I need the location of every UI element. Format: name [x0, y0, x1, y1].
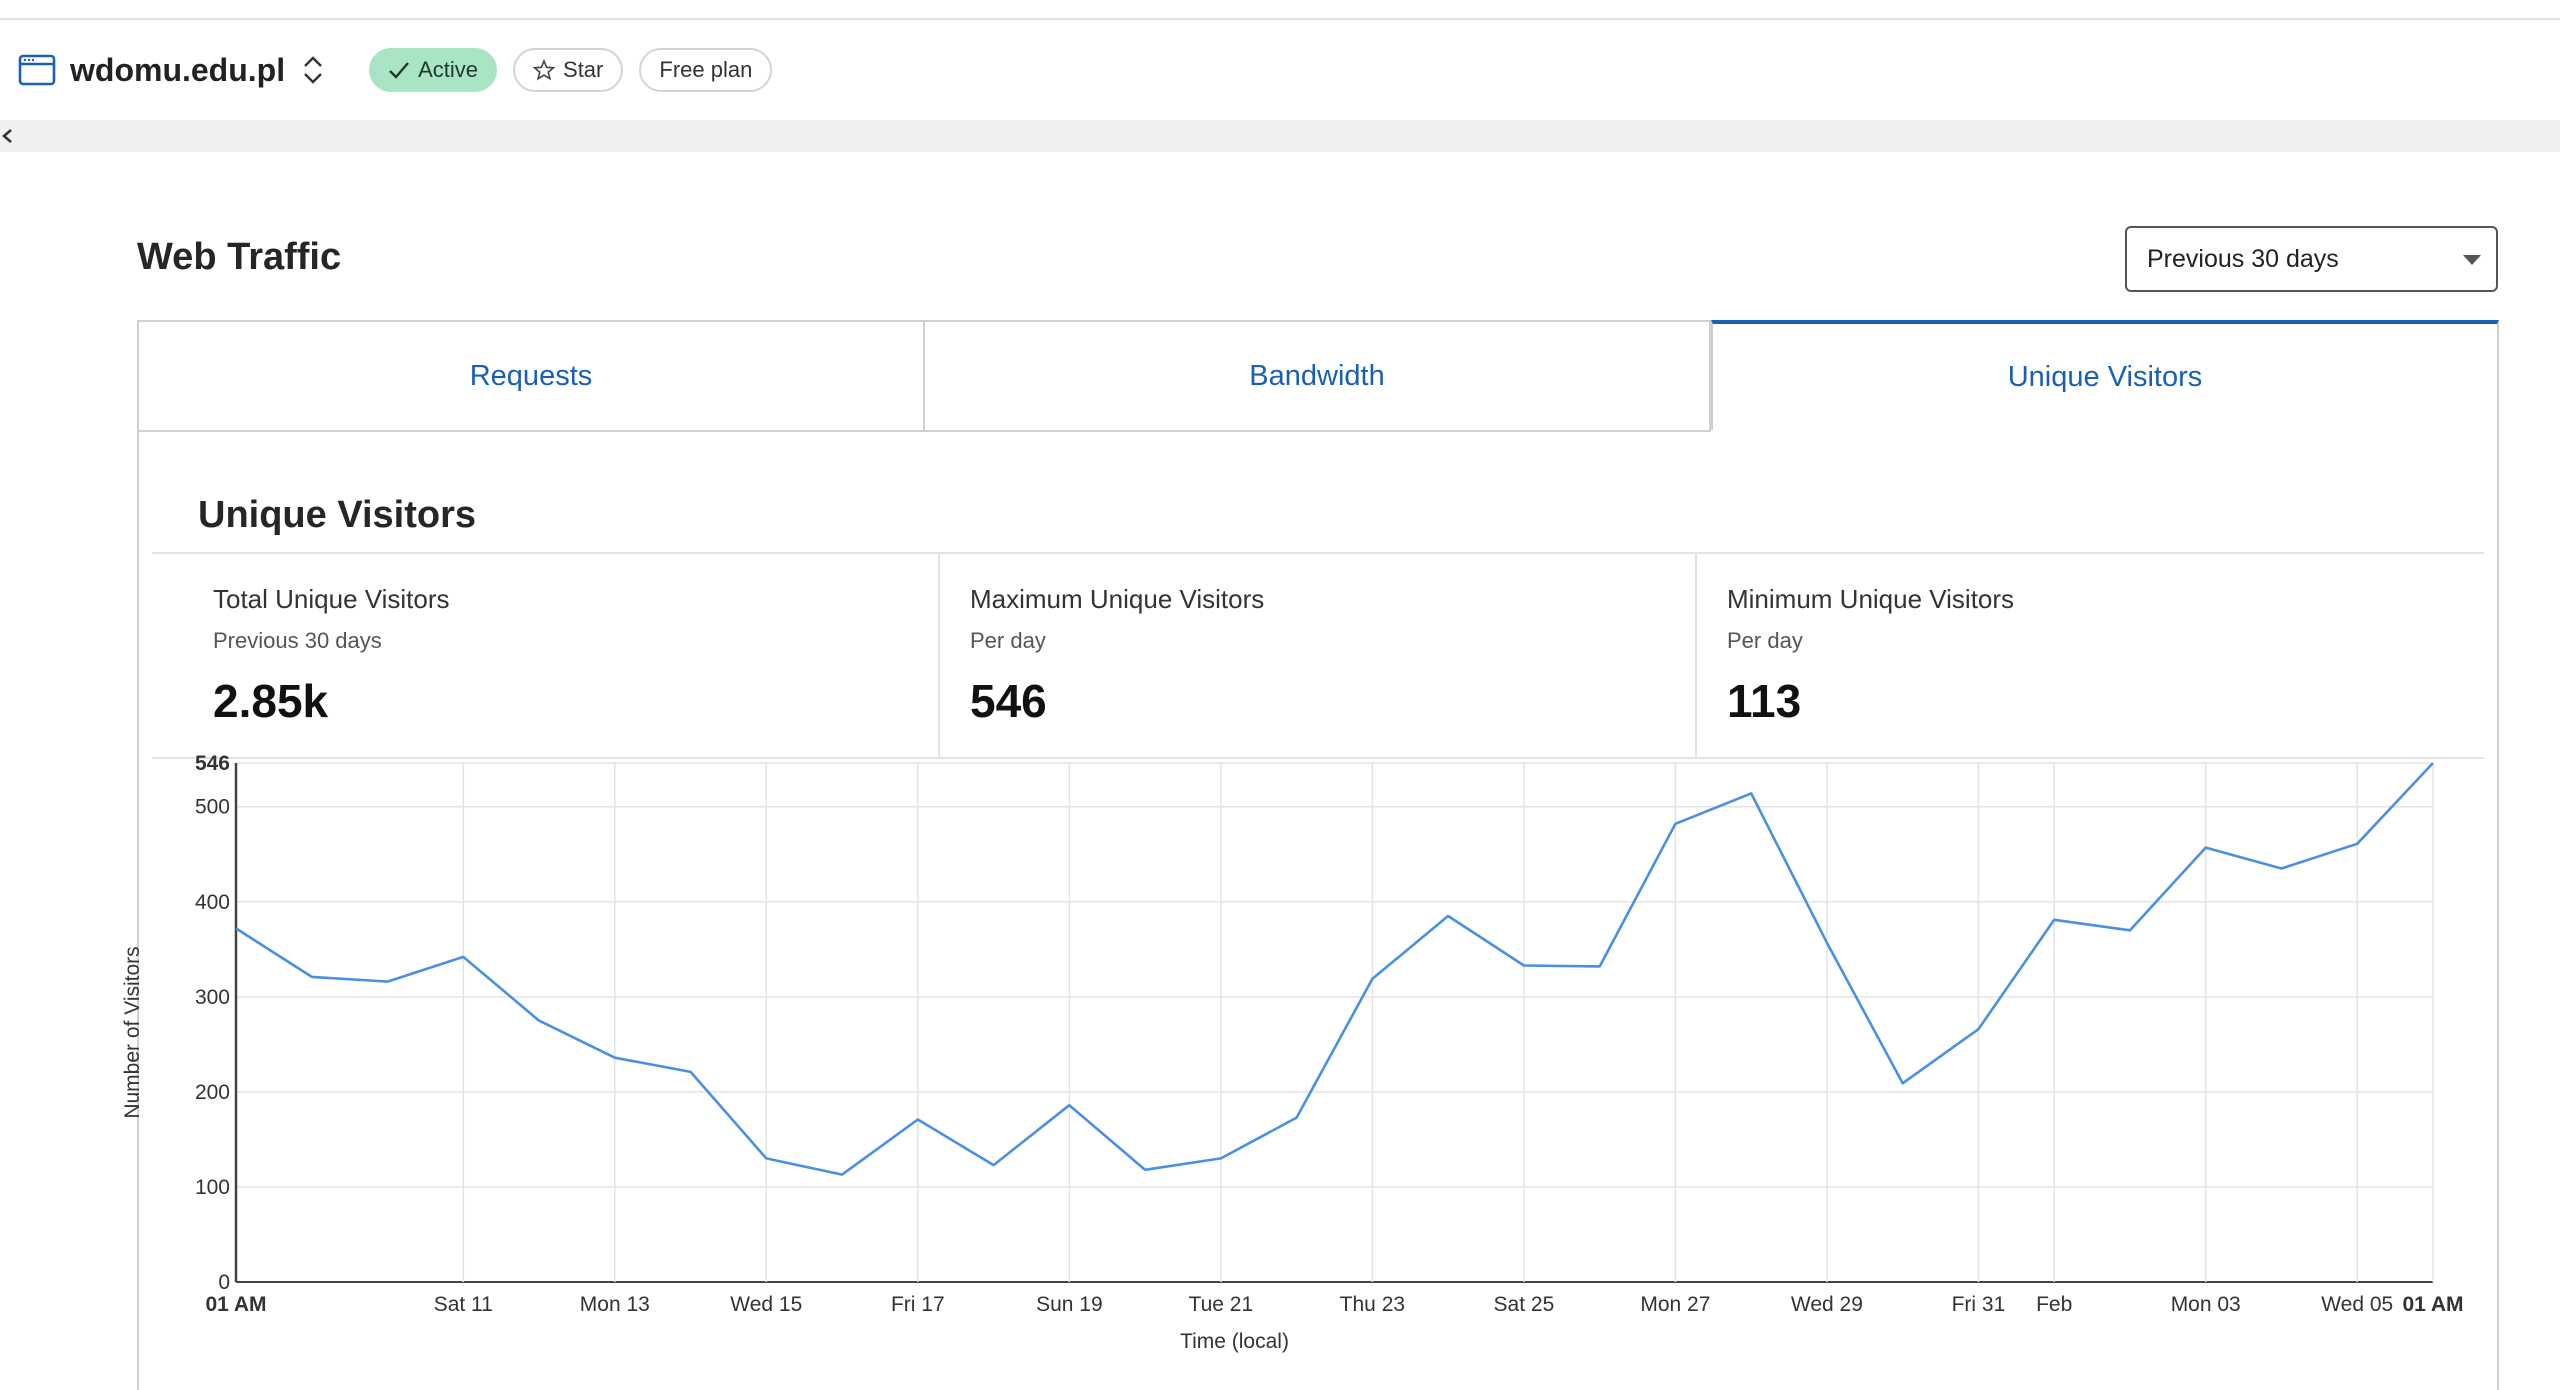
- stat-value: 2.85k: [213, 675, 329, 727]
- check-icon: [389, 62, 410, 79]
- stat-label: Maximum Unique Visitors: [970, 584, 1265, 614]
- stat-minimum: Minimum Unique Visitors Per day 113: [1727, 584, 2014, 728]
- date-range-select[interactable]: Previous 30 days: [2125, 226, 2498, 292]
- stat-subtitle: Per day: [970, 628, 1046, 653]
- y-axis-ticks: 0 100 200 300 400 500 546: [195, 752, 230, 1294]
- metric-tabs: Requests Bandwidth Unique Visitors: [137, 320, 2499, 432]
- caret-down-icon: [2463, 255, 2481, 265]
- y-tick-label: 200: [195, 1081, 230, 1104]
- x-tick-label: Wed 05: [2321, 1293, 2393, 1316]
- stat-subtitle: Previous 30 days: [213, 628, 382, 653]
- x-axis-title: Time (local): [1180, 1330, 1289, 1353]
- status-badge: Active: [369, 48, 498, 92]
- stats-divider: [152, 552, 2484, 554]
- chevron-left-icon[interactable]: [0, 124, 16, 148]
- x-tick-label: Sat 25: [1494, 1293, 1555, 1316]
- x-tick-label: Mon 03: [2171, 1293, 2241, 1316]
- stat-value: 546: [970, 675, 1047, 727]
- x-tick-label: Tue 21: [1189, 1293, 1254, 1316]
- x-tick-label: Fri 31: [1952, 1293, 2006, 1316]
- stat-label: Total Unique Visitors: [213, 584, 450, 614]
- series-line: [235, 762, 2434, 1176]
- chevron-up-down-icon[interactable]: [301, 52, 325, 88]
- unique-visitors-chart: 0 100 200 300 400 500 546 01 AM Sat 11 Mon 13 Wed…: [121, 752, 2464, 1353]
- stats-divider: [938, 554, 940, 758]
- y-tick-label: 0: [218, 1271, 230, 1294]
- collapse-bar[interactable]: [0, 120, 2560, 152]
- stat-maximum: Maximum Unique Visitors Per day 546: [970, 584, 1264, 728]
- tab-bandwidth[interactable]: Bandwidth: [923, 320, 1711, 432]
- x-tick-label: Mon 13: [580, 1293, 650, 1316]
- x-tick-label: Sun 19: [1036, 1293, 1103, 1316]
- site-name[interactable]: wdomu.edu.pl: [70, 51, 286, 88]
- plan-label: Free plan: [659, 57, 753, 82]
- stat-total: Total Unique Visitors Previous 30 days 2…: [213, 584, 450, 728]
- y-tick-label: 300: [195, 986, 230, 1009]
- tab-label: Requests: [469, 359, 593, 392]
- browser-window-icon: [18, 54, 56, 86]
- x-axis-ticks: 01 AM Sat 11 Mon 13 Wed 15 Fri 17 Sun 19 Tue 2…: [205, 1293, 2463, 1316]
- star-label: Star: [563, 57, 604, 82]
- tab-unique-visitors[interactable]: Unique Visitors: [1711, 320, 2499, 430]
- chart-grid: [235, 762, 2434, 1283]
- tab-label: Unique Visitors: [2007, 360, 2203, 393]
- x-tick-label: Wed 15: [730, 1293, 802, 1316]
- stat-value: 113: [1727, 675, 1802, 727]
- stats-divider: [1695, 554, 1697, 758]
- top-divider: [0, 18, 2560, 20]
- stat-label: Minimum Unique Visitors: [1727, 584, 2015, 614]
- x-tick-label: Fri 17: [891, 1293, 945, 1316]
- x-tick-label: Thu 23: [1340, 1293, 1405, 1316]
- stat-subtitle: Per day: [1727, 628, 1803, 653]
- page-title: Web Traffic: [137, 236, 342, 278]
- star-icon: [533, 59, 556, 81]
- plan-badge[interactable]: Free plan: [639, 48, 773, 92]
- tab-label: Bandwidth: [1249, 359, 1385, 392]
- y-tick-label: 500: [195, 796, 230, 819]
- x-tick-label: Mon 27: [1640, 1293, 1710, 1316]
- x-tick-label: 01 AM: [205, 1293, 266, 1316]
- stats-divider: [152, 757, 2484, 759]
- tab-requests[interactable]: Requests: [137, 320, 925, 432]
- panel-title: Unique Visitors: [198, 494, 477, 536]
- y-tick-label: 100: [195, 1176, 230, 1199]
- x-tick-label: Wed 29: [1791, 1293, 1863, 1316]
- x-tick-label: Feb: [2036, 1293, 2072, 1316]
- y-tick-label: 546: [195, 752, 230, 775]
- y-tick-label: 400: [195, 891, 230, 914]
- date-range-value: Previous 30 days: [2147, 244, 2339, 273]
- x-tick-label: 01 AM: [2402, 1293, 2463, 1316]
- chart-series: [235, 762, 2434, 1176]
- status-label: Active: [418, 57, 479, 82]
- y-axis-title: Number of Visitors: [121, 946, 144, 1118]
- star-button[interactable]: Star: [513, 48, 624, 92]
- zone-header: wdomu.edu.pl Active Star Free plan: [0, 20, 2560, 120]
- metric-panel: [137, 430, 2499, 1390]
- x-tick-label: Sat 11: [434, 1293, 493, 1316]
